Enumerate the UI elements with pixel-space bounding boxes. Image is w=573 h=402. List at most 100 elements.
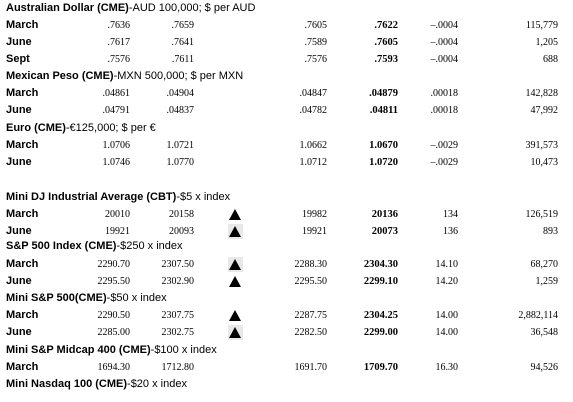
open-value: 20010 bbox=[105, 209, 130, 220]
contract-month: March bbox=[6, 19, 39, 31]
settle-value: 20073 bbox=[371, 226, 398, 237]
table-row: June .04791 .04837 .04782 .04811 .00018 47,992 bbox=[0, 102, 573, 119]
contract-month: March bbox=[6, 258, 39, 270]
change-value: 14.10 bbox=[435, 259, 459, 270]
change-value: –.0029 bbox=[430, 157, 459, 168]
open-interest-value: 94,526 bbox=[530, 362, 559, 373]
low-value: 19921 bbox=[302, 226, 327, 237]
section-header-row: S&P 500 Index (CME)-$250 x index bbox=[0, 238, 573, 255]
change-value: .00018 bbox=[430, 105, 459, 116]
open-interest-value: 1,259 bbox=[535, 276, 559, 287]
contract-name: Mini DJ Industrial Average (CBT) bbox=[6, 191, 177, 203]
open-interest-value: 391,573 bbox=[525, 140, 559, 151]
section-header-row: Mini S&P Midcap 400 (CME)-$100 x index bbox=[0, 342, 573, 359]
contract-spec: -$5 x index bbox=[176, 191, 231, 203]
up-triangle-icon bbox=[229, 226, 241, 237]
contract-name: Mini Nasdaq 100 (CME) bbox=[6, 378, 128, 390]
table-row: March 20010 20158 19982 20136 134 126,519 bbox=[0, 206, 573, 223]
contract-month: June bbox=[6, 225, 32, 237]
section-header-row: Euro (CME)-€125,000; $ per € bbox=[0, 120, 573, 137]
table-row: June .7617 .7641 .7589 .7605 –.0004 1,205 bbox=[0, 34, 573, 51]
low-value: .7605 bbox=[304, 20, 328, 31]
contract-month: March bbox=[6, 208, 39, 220]
change-value: 136 bbox=[443, 226, 458, 237]
open-interest-value: 47,992 bbox=[530, 105, 559, 116]
low-value: 2295.50 bbox=[294, 276, 328, 287]
open-value: .04861 bbox=[102, 88, 131, 99]
settle-value: 2304.30 bbox=[363, 259, 398, 270]
contract-name: Mini S&P 500(CME) bbox=[6, 292, 107, 304]
settle-value: 2299.10 bbox=[363, 276, 398, 287]
table-row: March 2290.50 2307.75 2287.75 2304.25 14.00 2,… bbox=[0, 307, 573, 324]
low-value: .7576 bbox=[304, 54, 328, 65]
settle-value: 20136 bbox=[371, 209, 398, 220]
contract-name: Mexican Peso (CME) bbox=[6, 70, 114, 82]
high-value: 1.0770 bbox=[166, 157, 195, 168]
change-value: 14.20 bbox=[435, 276, 459, 287]
up-triangle-icon bbox=[229, 327, 241, 338]
contract-title: Mini Nasdaq 100 (CME)-$20 x index bbox=[6, 376, 187, 393]
open-value: 2290.70 bbox=[97, 259, 131, 270]
open-value: .7617 bbox=[107, 37, 131, 48]
contract-month: Sept bbox=[6, 53, 30, 65]
table-row: June 1.0746 1.0770 1.0712 1.0720 –.0029 10,473 bbox=[0, 154, 573, 171]
contract-title: Mini DJ Industrial Average (CBT)-$5 x in… bbox=[6, 189, 230, 206]
contract-month: March bbox=[6, 87, 39, 99]
change-value: –.0004 bbox=[430, 37, 459, 48]
high-value: 1712.80 bbox=[161, 362, 195, 373]
low-value: 1691.70 bbox=[294, 362, 328, 373]
high-value: 2302.75 bbox=[161, 327, 195, 338]
contract-month: June bbox=[6, 36, 32, 48]
contract-month: March bbox=[6, 139, 39, 151]
open-value: .04791 bbox=[102, 105, 131, 116]
section-header-row: Mexican Peso (CME)-MXN 500,000; $ per MX… bbox=[0, 68, 573, 85]
change-value: 14.00 bbox=[435, 310, 459, 321]
open-value: 1.0746 bbox=[102, 157, 131, 168]
open-value: .7576 bbox=[107, 54, 131, 65]
open-value: 2290.50 bbox=[97, 310, 131, 321]
open-value: 2295.50 bbox=[97, 276, 131, 287]
contract-name: Mini S&P Midcap 400 (CME) bbox=[6, 344, 151, 356]
open-value: 1.0706 bbox=[102, 140, 131, 151]
up-triangle-icon bbox=[229, 310, 241, 321]
settle-value: .7622 bbox=[374, 20, 398, 31]
settle-value: 1.0720 bbox=[369, 157, 398, 168]
change-value: 16.30 bbox=[435, 362, 459, 373]
contract-spec: -$50 x index bbox=[106, 292, 167, 304]
low-value: 19982 bbox=[302, 209, 327, 220]
high-value: 2302.90 bbox=[161, 276, 195, 287]
table-row: June 2285.00 2302.75 2282.50 2299.00 14.00 36,… bbox=[0, 324, 573, 341]
contract-month: June bbox=[6, 156, 32, 168]
trend-up-icon bbox=[228, 274, 243, 289]
change-value: –.0004 bbox=[430, 54, 459, 65]
contract-title: Mini S&P Midcap 400 (CME)-$100 x index bbox=[6, 342, 217, 359]
low-value: .04782 bbox=[299, 105, 328, 116]
up-triangle-icon bbox=[229, 259, 241, 270]
table-row: June 19921 20093 19921 20073 136 893 bbox=[0, 223, 573, 240]
low-value: .04847 bbox=[299, 88, 328, 99]
table-row: March 2290.70 2307.50 2288.30 2304.30 14.10 68… bbox=[0, 256, 573, 273]
open-interest-value: 68,270 bbox=[530, 259, 559, 270]
section-header-row: Mini DJ Industrial Average (CBT)-$5 x in… bbox=[0, 189, 573, 206]
settle-value: 2299.00 bbox=[363, 327, 398, 338]
contract-name: Australian Dollar (CME) bbox=[6, 2, 129, 14]
high-value: 2307.50 bbox=[161, 259, 195, 270]
settle-value: 1709.70 bbox=[363, 362, 398, 373]
up-triangle-icon bbox=[229, 209, 241, 220]
open-interest-value: 1,205 bbox=[535, 37, 559, 48]
high-value: .7641 bbox=[171, 37, 195, 48]
trend-up-icon bbox=[228, 257, 243, 272]
settle-value: .04811 bbox=[369, 105, 398, 116]
high-value: .7659 bbox=[171, 20, 195, 31]
contract-spec: -$100 x index bbox=[150, 344, 217, 356]
contract-month: March bbox=[6, 309, 39, 321]
change-value: –.0029 bbox=[430, 140, 459, 151]
open-interest-value: 36,548 bbox=[530, 327, 559, 338]
table-row: March .04861 .04904 .04847 .04879 .00018 142,8… bbox=[0, 85, 573, 102]
open-interest-value: 893 bbox=[543, 226, 558, 237]
open-value: 19921 bbox=[105, 226, 130, 237]
contract-month: June bbox=[6, 326, 32, 338]
table-row: Sept .7576 .7611 .7576 .7593 –.0004 688 bbox=[0, 51, 573, 68]
low-value: 1.0712 bbox=[299, 157, 328, 168]
